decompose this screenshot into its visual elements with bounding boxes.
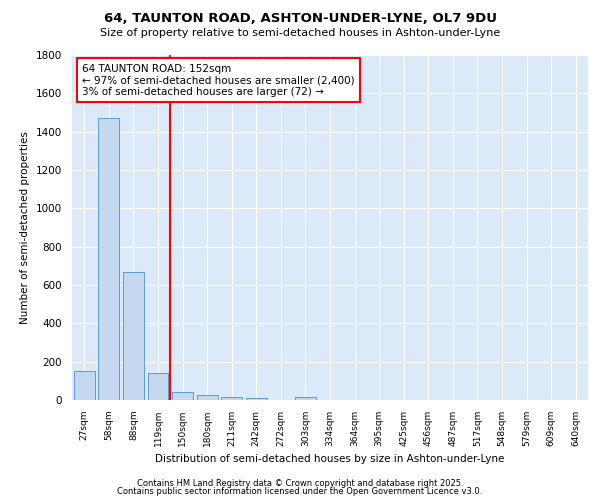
Y-axis label: Number of semi-detached properties: Number of semi-detached properties bbox=[20, 131, 31, 324]
Bar bbox=[246, 398, 267, 400]
Bar bbox=[74, 371, 95, 400]
Bar bbox=[148, 373, 169, 400]
Text: 64, TAUNTON ROAD, ASHTON-UNDER-LYNE, OL7 9DU: 64, TAUNTON ROAD, ASHTON-UNDER-LYNE, OL7… bbox=[104, 12, 497, 26]
Text: Size of property relative to semi-detached houses in Ashton-under-Lyne: Size of property relative to semi-detach… bbox=[100, 28, 500, 38]
Text: Contains public sector information licensed under the Open Government Licence v3: Contains public sector information licen… bbox=[118, 487, 482, 496]
Bar bbox=[197, 395, 218, 400]
Bar bbox=[221, 397, 242, 400]
Bar bbox=[172, 392, 193, 400]
Bar bbox=[123, 272, 144, 400]
Bar bbox=[98, 118, 119, 400]
Text: 64 TAUNTON ROAD: 152sqm
← 97% of semi-detached houses are smaller (2,400)
3% of : 64 TAUNTON ROAD: 152sqm ← 97% of semi-de… bbox=[82, 64, 355, 97]
X-axis label: Distribution of semi-detached houses by size in Ashton-under-Lyne: Distribution of semi-detached houses by … bbox=[155, 454, 505, 464]
Bar bbox=[295, 397, 316, 400]
Text: Contains HM Land Registry data © Crown copyright and database right 2025.: Contains HM Land Registry data © Crown c… bbox=[137, 478, 463, 488]
